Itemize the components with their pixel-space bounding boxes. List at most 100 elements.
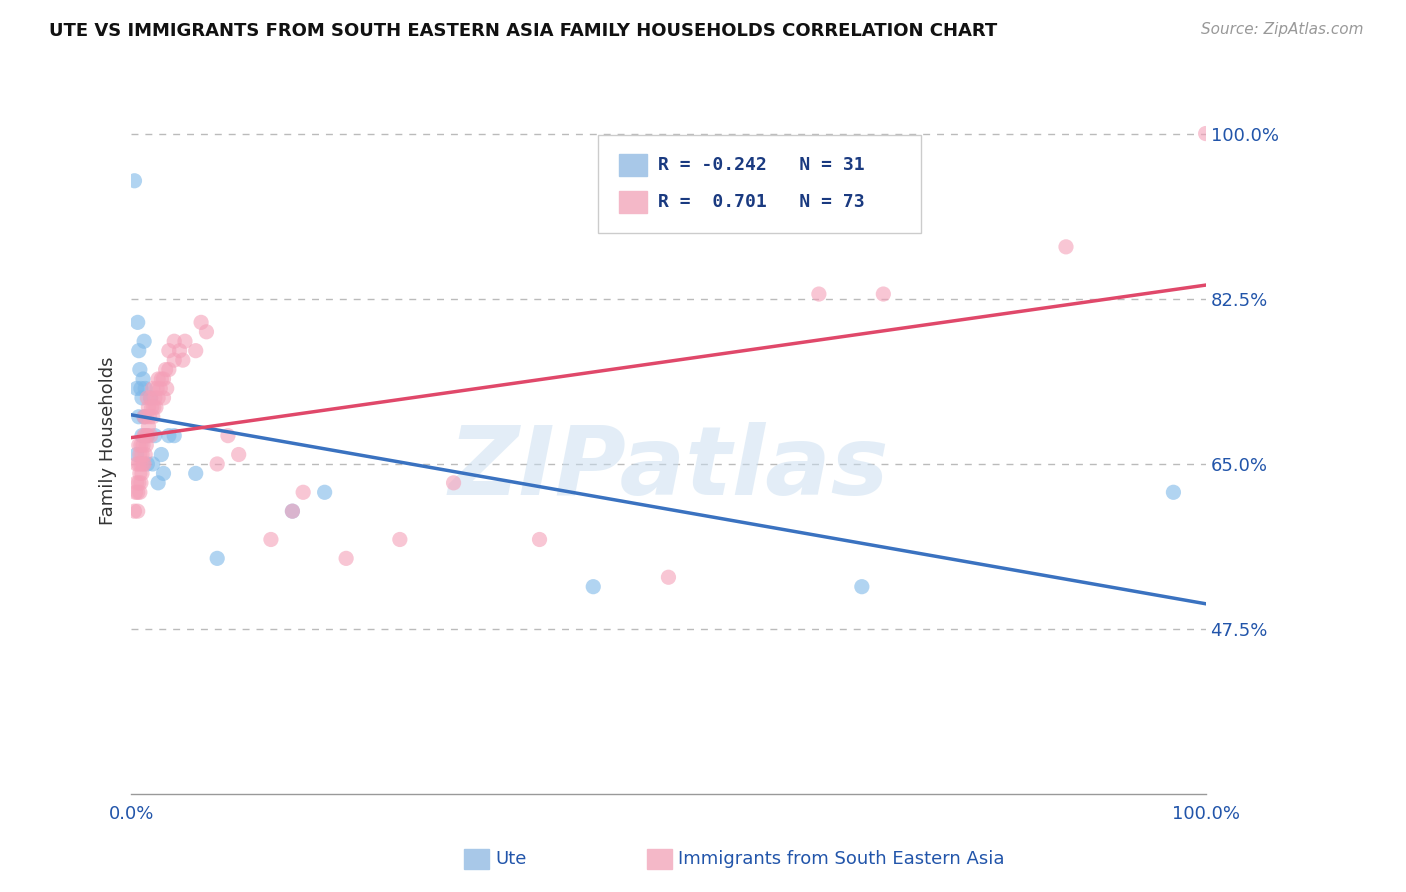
Point bbox=[205, 551, 228, 566]
Text: ZIPatlas: ZIPatlas bbox=[449, 422, 889, 516]
Point bbox=[217, 428, 239, 442]
Point bbox=[139, 391, 162, 405]
Point bbox=[134, 409, 156, 424]
Point bbox=[132, 438, 155, 452]
Point bbox=[314, 485, 336, 500]
Point bbox=[169, 343, 191, 358]
Point bbox=[157, 343, 180, 358]
Point bbox=[145, 401, 167, 415]
Point bbox=[125, 457, 148, 471]
Point bbox=[134, 457, 156, 471]
Point bbox=[131, 467, 153, 481]
Text: R = -0.242   N = 31: R = -0.242 N = 31 bbox=[658, 156, 865, 174]
Point bbox=[582, 580, 605, 594]
Point bbox=[281, 504, 304, 518]
Point bbox=[205, 457, 228, 471]
Point bbox=[129, 457, 152, 471]
Point bbox=[174, 334, 197, 349]
Point bbox=[136, 391, 159, 405]
Point bbox=[124, 174, 146, 188]
Point bbox=[135, 438, 157, 452]
Y-axis label: Family Households: Family Households bbox=[100, 356, 117, 524]
Point bbox=[134, 409, 156, 424]
Point bbox=[184, 467, 207, 481]
Point bbox=[872, 287, 894, 301]
Point bbox=[335, 551, 357, 566]
Point bbox=[134, 334, 156, 349]
Point bbox=[129, 438, 152, 452]
Point bbox=[125, 381, 148, 395]
Point bbox=[146, 475, 169, 490]
Point bbox=[142, 457, 165, 471]
Point bbox=[150, 448, 173, 462]
Point bbox=[139, 428, 162, 442]
Point bbox=[146, 381, 169, 395]
Point bbox=[136, 457, 159, 471]
Point bbox=[851, 580, 873, 594]
Point bbox=[657, 570, 679, 584]
Point bbox=[1054, 240, 1077, 254]
Point bbox=[152, 372, 174, 386]
Point bbox=[131, 391, 153, 405]
Point bbox=[127, 504, 149, 518]
Point bbox=[143, 391, 166, 405]
Point bbox=[128, 409, 150, 424]
Point bbox=[131, 428, 153, 442]
Point bbox=[134, 448, 156, 462]
Point bbox=[128, 362, 150, 376]
Text: R =  0.701   N = 73: R = 0.701 N = 73 bbox=[658, 194, 865, 211]
Point bbox=[142, 381, 165, 395]
Point bbox=[128, 457, 150, 471]
Text: Immigrants from South Eastern Asia: Immigrants from South Eastern Asia bbox=[678, 850, 1004, 868]
Point bbox=[128, 438, 150, 452]
Point bbox=[125, 448, 148, 462]
Point bbox=[260, 533, 283, 547]
Point bbox=[1195, 127, 1218, 141]
Point bbox=[128, 343, 150, 358]
Point bbox=[141, 401, 163, 415]
Point bbox=[184, 343, 207, 358]
Point bbox=[157, 362, 180, 376]
Point bbox=[150, 372, 173, 386]
Point bbox=[292, 485, 315, 500]
Point bbox=[146, 372, 169, 386]
Point bbox=[529, 533, 551, 547]
Point bbox=[195, 325, 218, 339]
Point bbox=[128, 475, 150, 490]
Point bbox=[136, 428, 159, 442]
Point bbox=[134, 428, 156, 442]
Point bbox=[156, 381, 179, 395]
Text: UTE VS IMMIGRANTS FROM SOUTH EASTERN ASIA FAMILY HOUSEHOLDS CORRELATION CHART: UTE VS IMMIGRANTS FROM SOUTH EASTERN ASI… bbox=[49, 22, 997, 40]
Point bbox=[152, 467, 174, 481]
Point bbox=[132, 372, 155, 386]
Point bbox=[281, 504, 304, 518]
Point bbox=[134, 428, 156, 442]
Point bbox=[163, 428, 186, 442]
Point bbox=[228, 448, 250, 462]
Point bbox=[143, 428, 166, 442]
Point bbox=[129, 381, 152, 395]
Point bbox=[129, 475, 152, 490]
Point bbox=[135, 409, 157, 424]
Point bbox=[149, 381, 172, 395]
Point bbox=[128, 467, 150, 481]
Point bbox=[125, 475, 148, 490]
Point bbox=[134, 381, 156, 395]
Point bbox=[155, 362, 177, 376]
Point bbox=[172, 353, 194, 368]
Point bbox=[163, 334, 186, 349]
Point bbox=[388, 533, 411, 547]
Point bbox=[131, 448, 153, 462]
Point bbox=[138, 419, 160, 434]
Point bbox=[443, 475, 465, 490]
Point bbox=[136, 428, 159, 442]
Point bbox=[124, 485, 146, 500]
Point bbox=[138, 409, 160, 424]
Text: Ute: Ute bbox=[495, 850, 526, 868]
Point bbox=[152, 391, 174, 405]
Point bbox=[1163, 485, 1185, 500]
Point bbox=[807, 287, 830, 301]
Point bbox=[146, 391, 169, 405]
Point bbox=[157, 428, 180, 442]
Point bbox=[190, 315, 212, 329]
